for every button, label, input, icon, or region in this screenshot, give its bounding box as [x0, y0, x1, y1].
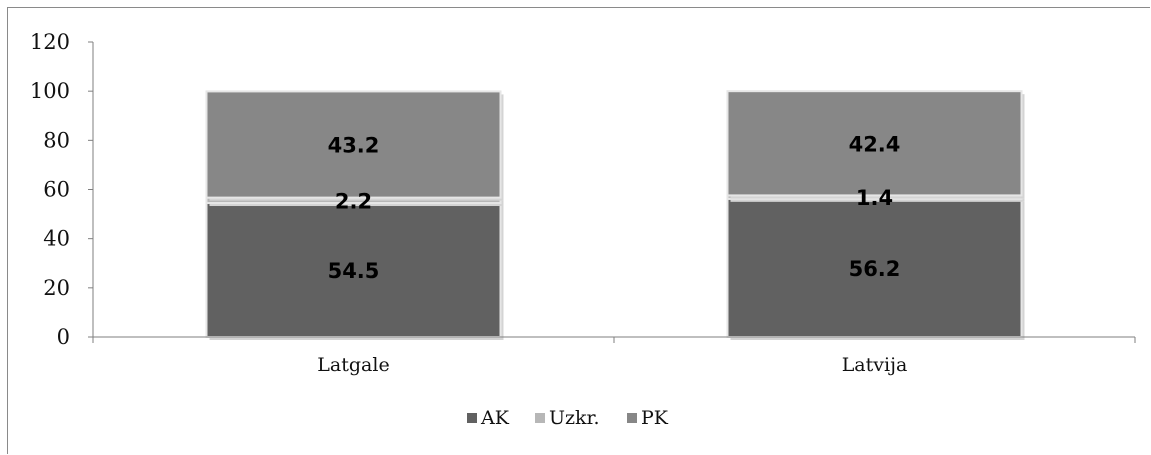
- data-label: 2.2: [335, 189, 372, 213]
- legend-label: AK: [480, 407, 510, 429]
- y-tick-label: 80: [43, 128, 70, 152]
- bar-segment-pk: [205, 90, 502, 199]
- bar-segment-pk: [726, 90, 1023, 197]
- data-label: 1.4: [856, 186, 893, 210]
- y-tick-label: 60: [43, 178, 70, 202]
- legend-label: PK: [641, 407, 669, 429]
- y-tick-label: 20: [43, 276, 70, 300]
- bar-segment-ak: [726, 197, 1023, 338]
- legend-swatch: [467, 413, 477, 423]
- bars-layer: [205, 90, 1025, 340]
- labels-layer: 54.5 2.2 43.2 Latgale 56.2 1.4 42.4 Latvija: [317, 132, 907, 376]
- legend: AK Uzkr. PK: [467, 407, 669, 429]
- bar-segment-ak: [205, 202, 502, 338]
- axes-layer: 0 20 40 60 80 100 120: [30, 30, 1136, 349]
- data-label: 43.2: [328, 134, 380, 158]
- x-category-label: Latgale: [317, 354, 389, 376]
- data-label: 42.4: [849, 132, 901, 156]
- x-category-label: Latvija: [842, 354, 908, 376]
- data-label: 56.2: [849, 257, 901, 281]
- legend-label: Uzkr.: [549, 407, 600, 429]
- y-tick-label: 100: [30, 79, 70, 103]
- y-tick-label: 120: [30, 30, 70, 54]
- legend-swatch: [535, 413, 545, 423]
- y-tick-label: 40: [43, 227, 70, 251]
- legend-swatch: [627, 413, 637, 423]
- data-label: 54.5: [328, 259, 380, 283]
- bar-shadow: [730, 198, 1025, 202]
- y-tick-label: 0: [57, 325, 70, 349]
